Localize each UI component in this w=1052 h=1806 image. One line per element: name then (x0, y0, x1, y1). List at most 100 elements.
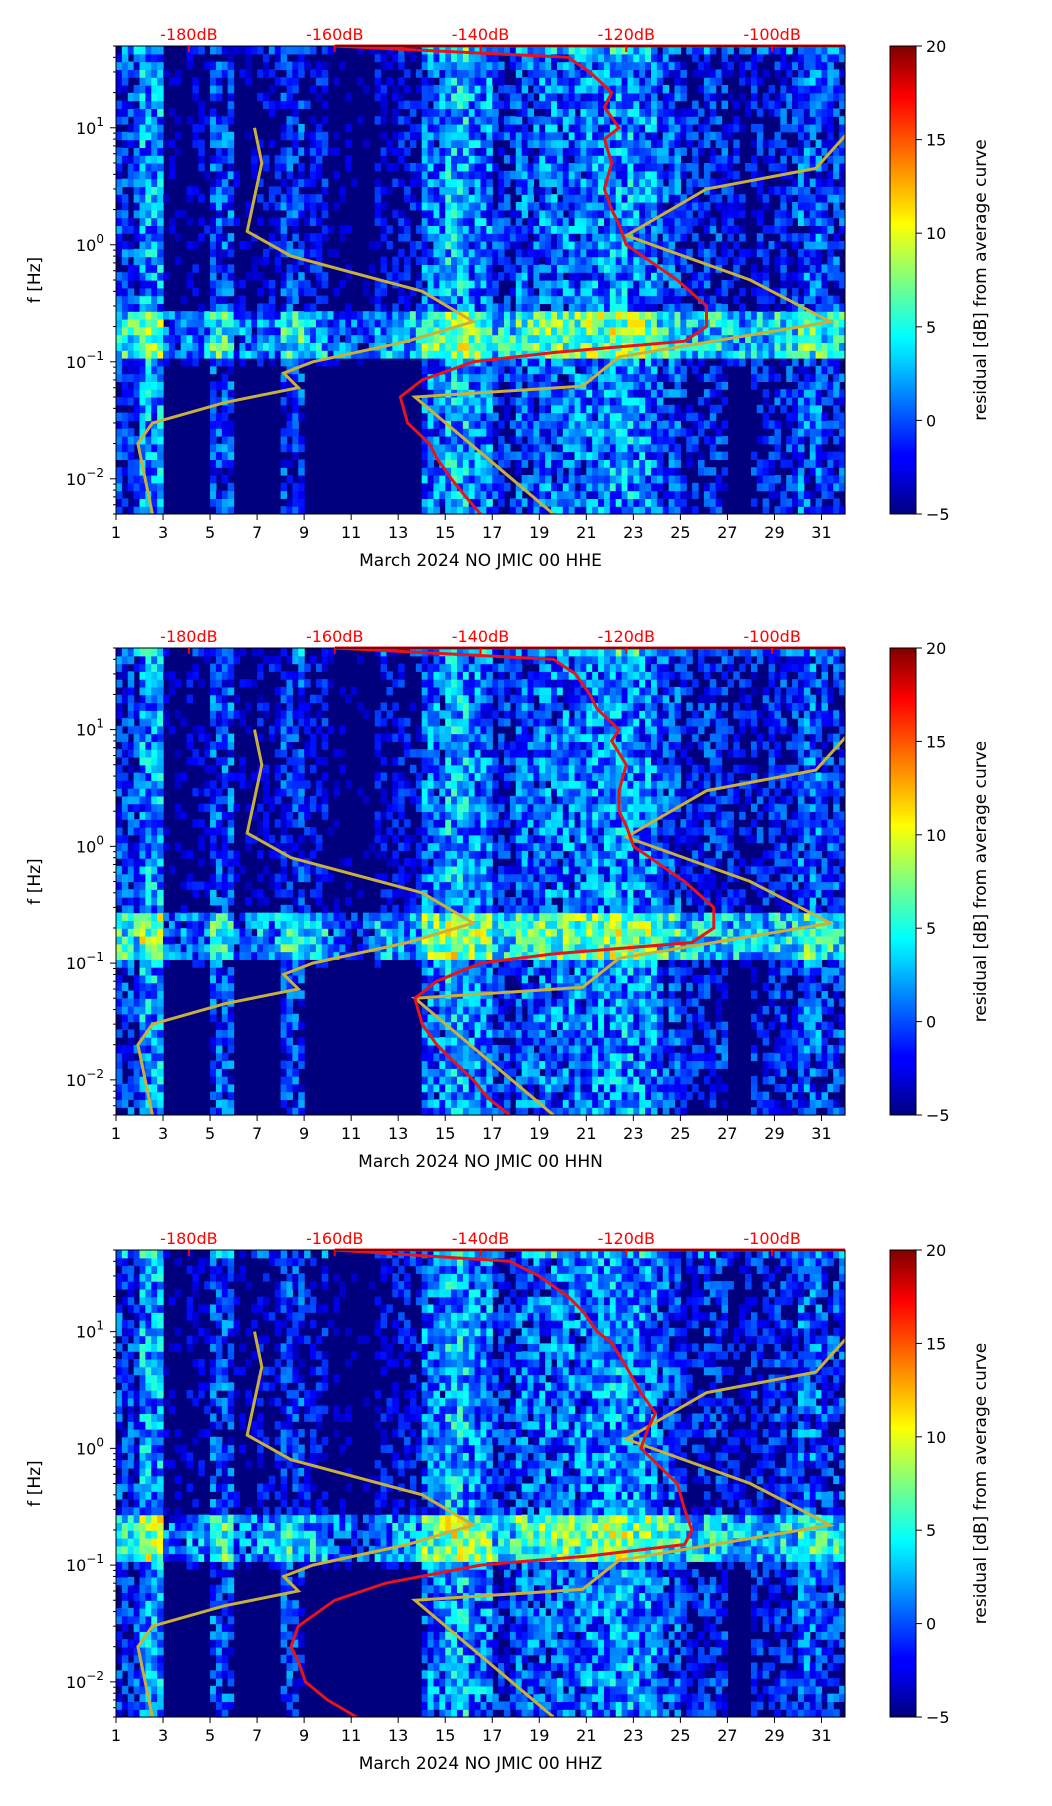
heatmap-cell (145, 85, 152, 94)
heatmap-cell (145, 397, 152, 406)
heatmap-cell (139, 46, 146, 55)
heatmap-cell (650, 264, 658, 273)
heatmap-cell (668, 358, 676, 367)
heatmap-cell (474, 170, 482, 180)
heatmap-cell (556, 147, 564, 156)
heatmap-cell (545, 342, 552, 351)
heatmap-cell (521, 155, 529, 164)
heatmap-cell (504, 256, 511, 265)
heatmap-cell (692, 334, 699, 343)
heatmap-cell (345, 303, 352, 312)
heatmap-cell (333, 248, 340, 258)
heatmap-cell (556, 280, 564, 289)
heatmap-cell (668, 373, 676, 382)
heatmap-cell (427, 61, 435, 70)
heatmap-cell (286, 147, 293, 156)
heatmap-cell (774, 397, 781, 406)
heatmap-cell (456, 85, 464, 94)
heatmap-cell (462, 46, 470, 55)
heatmap-cell (580, 241, 587, 250)
heatmap-cell (686, 319, 693, 328)
heatmap-cell (762, 475, 770, 484)
heatmap-cell (633, 412, 640, 421)
heatmap-cell (562, 326, 570, 336)
heatmap-cell (204, 225, 211, 234)
heatmap-cell (792, 404, 799, 414)
heatmap-cell (310, 319, 317, 328)
heatmap-cell (592, 311, 599, 320)
heatmap-cell (633, 116, 640, 125)
heatmap-cell (462, 194, 470, 203)
heatmap-cell (545, 280, 552, 289)
heatmap-cell (456, 475, 464, 484)
heatmap-cell (827, 241, 834, 250)
heatmap-cell (121, 482, 129, 492)
heatmap-cell (797, 451, 805, 460)
heatmap-cell (480, 498, 487, 507)
heatmap-cell (780, 163, 787, 172)
heatmap-cell (480, 334, 487, 343)
heatmap-cell (468, 303, 476, 312)
heatmap-cell (315, 311, 323, 320)
heatmap-cell (121, 436, 129, 445)
heatmap-cell (633, 506, 640, 515)
heatmap-cell (792, 467, 799, 476)
heatmap-cell (821, 124, 828, 133)
heatmap-cell (545, 264, 552, 273)
heatmap-cell (127, 443, 135, 453)
heatmap-cell (827, 272, 834, 281)
heatmap-cell (133, 139, 141, 148)
heatmap-cell (539, 202, 546, 211)
heatmap-cell (780, 147, 787, 156)
heatmap-cell (286, 498, 293, 507)
heatmap-cell (627, 498, 634, 507)
heatmap-cell (839, 443, 846, 453)
heatmap-cell (451, 498, 458, 507)
heatmap-cell (780, 506, 787, 515)
heatmap-cell (210, 77, 217, 86)
heatmap-cell (533, 475, 540, 484)
heatmap-cell (127, 334, 135, 343)
heatmap-cell (603, 443, 611, 453)
heatmap-cell (668, 334, 676, 343)
heatmap-cell (580, 116, 587, 125)
heatmap-cell (762, 194, 770, 203)
heatmap-cell (609, 139, 617, 148)
heatmap-cell (662, 116, 670, 125)
heatmap-cell (580, 498, 587, 507)
heatmap-cell (633, 139, 640, 148)
heatmap-cell (721, 53, 729, 63)
heatmap-cell (456, 170, 464, 180)
heatmap-cell (815, 139, 823, 148)
heatmap-cell (621, 482, 629, 492)
heatmap-cell (733, 241, 740, 250)
heatmap-cell (674, 326, 681, 336)
heatmap-cell (621, 498, 629, 507)
heatmap-cell (739, 303, 746, 312)
heatmap-cell (433, 389, 440, 398)
heatmap-cell (474, 217, 482, 226)
heatmap-cell (304, 131, 311, 141)
heatmap-cell (462, 397, 470, 406)
heatmap-cell (227, 217, 235, 226)
heatmap-cell (668, 209, 676, 219)
heatmap-cell (709, 178, 717, 187)
heatmap-cell (486, 428, 493, 437)
heatmap-cell (780, 334, 787, 343)
heatmap-cell (674, 170, 681, 180)
heatmap-cell (321, 116, 329, 125)
heatmap-cell (233, 311, 241, 320)
heatmap-cell (521, 389, 529, 398)
heatmap-cell (580, 124, 587, 133)
heatmap-cell (603, 77, 611, 86)
heatmap-cell (227, 506, 235, 515)
heatmap-cell (498, 256, 505, 265)
heatmap-cell (715, 194, 723, 203)
heatmap-cell (210, 358, 217, 367)
heatmap-cell (221, 389, 229, 398)
heatmap-cell (204, 326, 211, 336)
heatmap-cell (580, 100, 587, 109)
heatmap-cell (662, 389, 670, 398)
heatmap-cell (439, 209, 446, 219)
